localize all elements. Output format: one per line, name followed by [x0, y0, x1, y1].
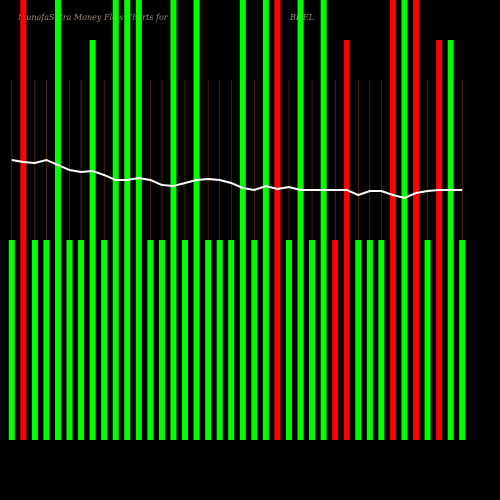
bar: [182, 240, 189, 440]
bar: [112, 0, 119, 440]
bar: [320, 0, 327, 440]
bar: [309, 240, 316, 440]
bar: [170, 0, 177, 440]
bar: [424, 240, 431, 440]
bar: [355, 240, 362, 440]
bar: [20, 0, 27, 440]
bar: [239, 0, 246, 440]
bar: [343, 40, 350, 440]
bar: [332, 240, 339, 440]
bar: [366, 240, 373, 440]
chart-title: MunafaSutra Money Flow Charts for: [17, 13, 169, 22]
bar: [193, 0, 200, 440]
bar: [66, 240, 73, 440]
bar: [262, 0, 269, 440]
bar: [413, 0, 420, 440]
bar: [54, 0, 61, 440]
bar: [101, 240, 108, 440]
bar: [285, 240, 292, 440]
bar: [43, 240, 50, 440]
bar: [31, 240, 38, 440]
bar: [389, 0, 396, 440]
bar: [378, 240, 385, 440]
bar: [274, 0, 281, 440]
bar: [459, 240, 466, 440]
bar: [251, 240, 258, 440]
bar: [297, 0, 304, 440]
money-flow-line: [11, 158, 463, 200]
bar: [8, 240, 15, 440]
bar: [228, 240, 235, 440]
bar: [147, 240, 154, 440]
bar: [89, 40, 96, 440]
bar: [78, 240, 85, 440]
bar: [436, 40, 443, 440]
bar: [447, 40, 454, 440]
bar: [158, 240, 165, 440]
bar: [124, 0, 131, 440]
bar: [135, 0, 142, 440]
bar: [401, 0, 408, 440]
bar: [216, 240, 223, 440]
bar: [205, 240, 212, 440]
